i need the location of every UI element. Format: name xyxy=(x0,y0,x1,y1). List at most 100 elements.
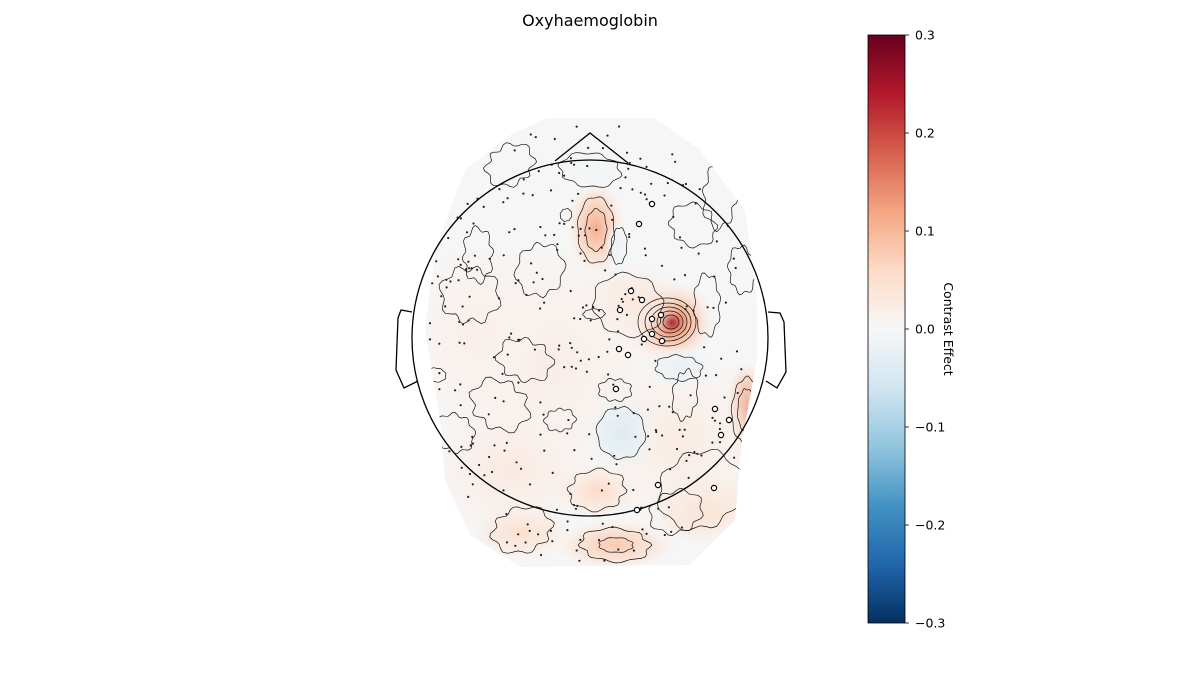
sensor-dot xyxy=(617,548,620,551)
sensor-dot xyxy=(689,394,692,397)
sensor-dot xyxy=(482,205,485,208)
sensor-dot xyxy=(505,441,508,444)
sensor-dot xyxy=(510,332,513,335)
sensor-dot xyxy=(563,174,566,177)
sensor-dot xyxy=(632,488,635,492)
sensor-dot xyxy=(670,530,673,533)
sensor-dot xyxy=(645,198,648,201)
sensor-dot xyxy=(508,231,511,234)
colorbar-label: Contrast Effect xyxy=(941,282,956,375)
sensor-dot xyxy=(543,449,546,452)
sensor-dot xyxy=(472,222,475,225)
sensor-dot xyxy=(570,365,573,368)
sensor-dot xyxy=(459,383,462,386)
sensor-dot xyxy=(539,307,542,310)
sensor-dot xyxy=(606,350,609,353)
sensor-dot xyxy=(579,538,582,542)
sensor-dot xyxy=(454,389,457,392)
sensor-dot xyxy=(607,482,610,485)
sensor-dot xyxy=(525,293,528,297)
colorbar-tick-label: −0.2 xyxy=(915,518,945,533)
sensor-dot xyxy=(687,476,690,479)
sensor-dot xyxy=(597,355,600,359)
sensor-dot xyxy=(555,508,559,511)
sensor-dot xyxy=(577,234,580,237)
sensor-dot xyxy=(569,342,572,345)
sensor-dot xyxy=(445,286,448,289)
effect-blob xyxy=(425,234,547,426)
sensor-dot xyxy=(648,385,651,388)
sensor-dot xyxy=(621,300,625,303)
sensor-dot xyxy=(740,368,743,371)
sensor-dot xyxy=(549,529,553,533)
sensor-dot xyxy=(718,422,722,425)
sensor-dot xyxy=(616,318,619,321)
sensor-dot xyxy=(468,267,471,270)
contour-line xyxy=(662,314,680,330)
sensor-dots xyxy=(428,125,743,562)
sensor-dot xyxy=(539,225,542,229)
sensor-dot xyxy=(625,151,629,154)
contour-line xyxy=(482,142,538,188)
contour-line xyxy=(654,354,704,382)
sensor-dot xyxy=(663,194,666,197)
sensor-dot xyxy=(551,471,554,474)
sensor-dot xyxy=(619,187,622,190)
effect-blob xyxy=(585,393,657,473)
sensor-dot xyxy=(697,252,700,255)
contour-lines xyxy=(425,142,757,564)
colorbar-tick-label: −0.3 xyxy=(915,616,945,631)
sensor-dot xyxy=(428,338,432,341)
sensor-dot xyxy=(606,134,609,137)
contour-line xyxy=(671,367,699,423)
sensor-dot xyxy=(449,280,452,283)
contour-line xyxy=(513,241,567,299)
sensor-dot xyxy=(471,442,474,445)
sensor-dot xyxy=(579,317,582,321)
sensor-dot xyxy=(703,346,706,349)
sensor-dot xyxy=(528,483,532,486)
highlighted-channel xyxy=(725,416,733,424)
sensor-dot xyxy=(573,163,576,166)
sensor-dot xyxy=(693,450,696,454)
sensor-dot xyxy=(566,520,569,523)
sensor-dot xyxy=(502,254,505,257)
sensor-dot xyxy=(724,301,728,304)
contour-line xyxy=(595,406,647,460)
sensor-dot xyxy=(528,529,531,533)
highlighted-channel xyxy=(616,306,624,314)
sensor-dot xyxy=(563,222,566,225)
sensor-dot xyxy=(675,447,679,451)
sensor-dot xyxy=(508,336,511,339)
sensor-dot xyxy=(601,147,605,150)
sensor-dot xyxy=(586,164,589,168)
sensor-dot xyxy=(506,197,509,200)
sensor-dot xyxy=(616,414,619,417)
sensor-dot xyxy=(601,522,604,525)
sensor-dot xyxy=(566,432,569,435)
sensor-dot xyxy=(459,404,462,407)
sensor-dot xyxy=(556,248,559,251)
sensor-dot xyxy=(611,218,614,221)
highlighted-channel xyxy=(612,385,620,393)
sensor-dot xyxy=(684,182,688,186)
contour-line xyxy=(644,302,692,342)
sensor-dot xyxy=(618,125,621,128)
sensor-dot xyxy=(473,254,476,257)
sensor-dot xyxy=(539,433,542,436)
sensor-dot xyxy=(460,466,463,469)
sensor-dot xyxy=(551,540,554,543)
contour-line xyxy=(566,467,628,513)
contour-line xyxy=(468,376,532,434)
sensor-dot xyxy=(648,448,651,451)
sensor-dot xyxy=(461,323,465,326)
sensor-dot xyxy=(534,136,537,139)
scalp-field xyxy=(425,118,757,567)
sensor-dot xyxy=(488,257,491,260)
sensor-dot xyxy=(438,388,441,391)
sensor-dot xyxy=(531,194,534,197)
sensor-dot xyxy=(700,454,703,457)
highlighted-channel xyxy=(648,200,656,208)
sensor-dot xyxy=(491,470,494,474)
